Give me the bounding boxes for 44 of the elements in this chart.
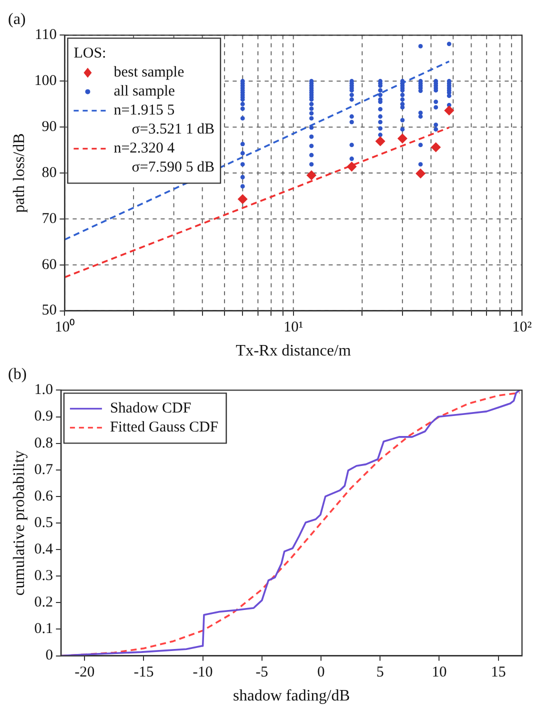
x-tick-label: 5: [376, 664, 384, 681]
x-tick-label: 10¹: [284, 320, 304, 336]
y-tick-label: 1.0: [34, 382, 53, 398]
legend-label: best sample: [114, 64, 184, 81]
x-tick-label: -15: [134, 664, 154, 681]
y-tick-label: 0.9: [34, 408, 53, 425]
legend-label: n=1.915 5: [114, 102, 175, 119]
y-tick-label: 60: [42, 256, 57, 273]
y-tick-label: 0.7: [34, 462, 54, 478]
y-tick-label: 90: [42, 119, 57, 136]
y-tick-label: 0: [45, 648, 53, 664]
annotation: σ=3.521 1 dB: [132, 122, 215, 138]
chart-title: (a): [8, 10, 26, 28]
y-tick-label: 110: [34, 27, 57, 44]
chart-title: (b): [8, 366, 27, 383]
y-tick-label: 0.4: [34, 541, 54, 558]
annotation: σ=7.590 5 dB: [132, 160, 215, 176]
y-tick-label: 0.6: [34, 488, 54, 504]
y-tick-label: 0.1: [34, 621, 53, 638]
legend-title: LOS:: [74, 46, 106, 62]
x-tick-label: 0: [317, 664, 325, 681]
x-tick-label: 10²: [512, 320, 532, 336]
y-tick-label: 100: [34, 73, 57, 90]
y-tick-label: 0.3: [34, 568, 53, 584]
y-tick-label: 0.8: [34, 435, 53, 452]
y-tick-label: 0.2: [34, 594, 53, 611]
y-tick-label: 80: [42, 164, 57, 181]
legend-label: Fitted Gauss CDF: [110, 420, 218, 436]
x-tick-label: 10⁰: [54, 318, 75, 336]
x-tick-label: -20: [74, 664, 95, 681]
x-axis-title: Tx-Rx distance/m: [236, 342, 352, 360]
x-tick-label: 15: [490, 664, 506, 681]
legend-label: Shadow CDF: [110, 400, 192, 417]
y-axis-title: cumulative probability: [10, 450, 28, 596]
y-tick-label: 50: [42, 302, 57, 319]
y-tick-label: 0.5: [34, 514, 53, 531]
x-tick-label: 10: [432, 664, 447, 681]
y-tick-label: 70: [42, 210, 57, 227]
x-axis-title: shadow fading/dB: [233, 688, 350, 705]
x-tick-label: -5: [256, 664, 268, 681]
x-tick-label: -10: [192, 664, 213, 681]
legend-label: all sample: [114, 84, 176, 100]
legend-label: n=2.320 4: [114, 140, 176, 157]
y-axis-title: path loss/dB: [10, 133, 28, 213]
